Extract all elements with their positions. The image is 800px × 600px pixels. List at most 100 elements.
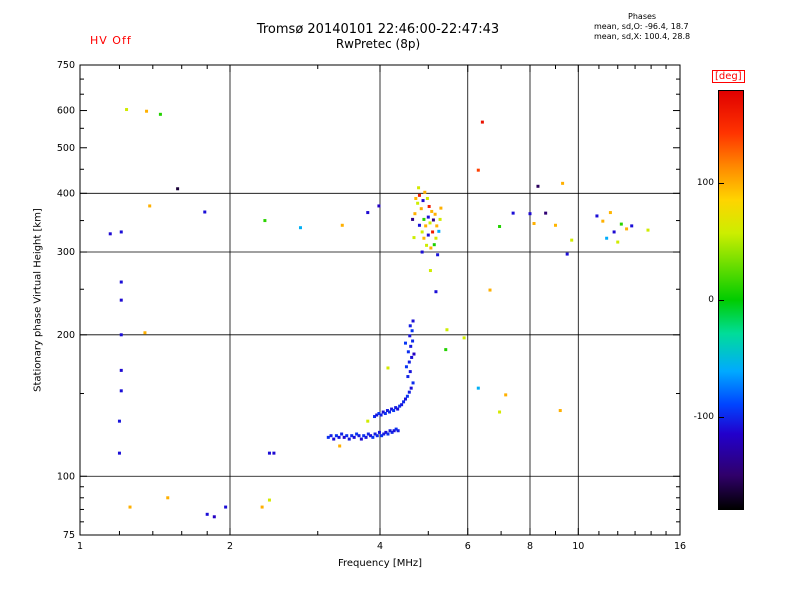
data-point [417, 223, 421, 227]
data-point [338, 444, 342, 448]
data-point [612, 230, 616, 234]
data-point [375, 413, 379, 417]
phases-summary: Phases mean, sd,O: -96.4, 18.7 mean, sd,… [594, 12, 690, 42]
data-point [337, 435, 341, 439]
data-point [145, 109, 149, 113]
data-point [431, 218, 435, 222]
data-point [392, 429, 396, 433]
data-point [364, 435, 368, 439]
data-point [436, 253, 440, 257]
data-point [355, 432, 359, 436]
x-tick-label-1: 1 [77, 541, 83, 552]
colorbar-unit-label: [deg] [712, 70, 745, 83]
data-point [332, 437, 336, 441]
data-point [412, 352, 416, 356]
data-point [422, 217, 426, 221]
y-tick-label-750: 750 [57, 60, 75, 71]
data-point [326, 435, 330, 439]
data-point [480, 120, 484, 124]
data-point [390, 430, 394, 434]
data-point [435, 224, 439, 228]
data-point [625, 227, 629, 231]
colorbar-tick [718, 300, 724, 301]
data-point [411, 339, 415, 343]
data-point [400, 403, 404, 407]
data-point [119, 230, 123, 234]
data-point [373, 415, 377, 419]
data-point [409, 386, 413, 390]
data-point [504, 393, 508, 397]
data-point [403, 397, 407, 401]
data-point [362, 434, 366, 438]
data-point [532, 222, 536, 226]
data-point [398, 404, 402, 408]
data-point [380, 434, 384, 438]
data-point [424, 224, 428, 228]
data-point [375, 434, 379, 438]
data-point [409, 344, 413, 348]
y-tick-label-200: 200 [57, 330, 75, 341]
data-point [403, 341, 407, 345]
data-point [119, 333, 123, 337]
data-point [434, 290, 438, 294]
phases-title: Phases [628, 12, 657, 21]
data-point [476, 386, 480, 390]
data-point [605, 236, 609, 240]
data-point [488, 288, 492, 292]
data-point [411, 217, 415, 221]
data-point [125, 108, 129, 112]
data-point [377, 430, 381, 434]
y-tick-label-100: 100 [57, 471, 75, 482]
data-point [427, 204, 431, 208]
data-point [388, 410, 392, 414]
data-point [462, 336, 466, 340]
data-point [570, 238, 574, 242]
data-point [267, 498, 271, 502]
data-point [439, 206, 443, 210]
data-point [347, 437, 351, 441]
data-point [619, 222, 623, 226]
data-point [128, 505, 132, 509]
data-point [352, 435, 356, 439]
data-point [407, 390, 411, 394]
data-point [350, 434, 354, 438]
data-point [420, 250, 424, 254]
data-point [437, 229, 441, 233]
y-tick-label-500: 500 [57, 143, 75, 154]
data-point [381, 410, 385, 414]
data-point [408, 324, 412, 328]
data-point [410, 329, 414, 333]
data-point [402, 400, 406, 404]
x-tick-label-6: 6 [465, 541, 471, 552]
data-point [425, 196, 429, 200]
data-point [565, 252, 569, 256]
data-point [408, 370, 412, 374]
data-point [423, 190, 427, 194]
data-point [433, 212, 437, 216]
data-point [434, 236, 438, 240]
data-point [158, 112, 162, 116]
data-point [203, 210, 207, 214]
data-point [260, 505, 264, 509]
data-point [421, 199, 425, 203]
y-tick-label-600: 600 [57, 106, 75, 117]
data-point [272, 451, 276, 455]
data-point [148, 204, 152, 208]
data-point [413, 212, 417, 216]
data-point [608, 211, 612, 215]
data-point [377, 204, 381, 208]
data-point [428, 221, 432, 225]
data-point [392, 409, 396, 413]
data-point [558, 409, 562, 413]
data-point [428, 269, 432, 273]
data-point [340, 223, 344, 227]
data-point [414, 196, 418, 200]
data-point [630, 224, 634, 228]
data-point [342, 435, 346, 439]
data-point [528, 212, 532, 216]
plot-subtitle: RwPretec (8p) [335, 37, 421, 51]
data-point [408, 334, 412, 338]
data-point [498, 410, 502, 414]
data-point [143, 331, 147, 335]
